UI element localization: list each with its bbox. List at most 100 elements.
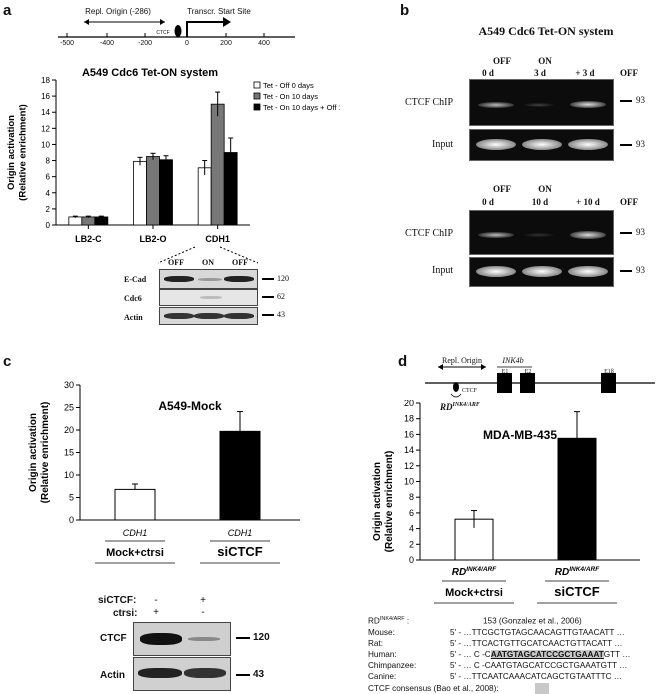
tss-label: Transcr. Start Site <box>187 7 251 16</box>
y-tick-label: 12 <box>41 124 50 133</box>
gel-input-bottom <box>469 257 614 287</box>
gel-off-label: OFF <box>620 68 638 78</box>
chart-d: MDA-MB-435 0 2 4 6 8 10 12 14 16 18 20 Origin activa… <box>372 400 640 604</box>
ctcf-map-label: CTCF <box>156 30 170 36</box>
gel-time-label: 10 d <box>531 197 549 207</box>
legend-swatch <box>253 81 261 89</box>
group-label: Mock+ctrsi <box>445 587 503 599</box>
exon-e1b <box>601 373 616 393</box>
blot-actin-c <box>133 657 231 691</box>
y-tick-label: 8 <box>409 492 414 502</box>
seq-row-chimp: Chimpanzee: 5' - … C -CAATGTAGCATCCGCTGAA… <box>368 661 628 670</box>
panel-letter-a: a <box>3 2 12 19</box>
y-tick-label: 0 <box>69 515 74 525</box>
y-axis-label: (Relative enrichment) <box>384 451 395 553</box>
group-label: siCTCF <box>217 544 263 559</box>
y-axis-label: Origin activation <box>28 413 39 492</box>
y-tick-label: 16 <box>404 429 414 439</box>
marker-tick <box>236 674 250 676</box>
ctcf-site-d <box>453 382 459 392</box>
y-tick-label: 14 <box>41 108 50 117</box>
marker-tick <box>620 100 632 102</box>
seq-row-canine: Canine: 5' - … TTCAATCAAACATCAGCTGTAATTTC… <box>368 672 622 681</box>
chart-title: A549-Mock <box>158 399 222 413</box>
gel-time-label: 0 d <box>482 68 494 78</box>
x-tick-label: CDH1 <box>123 528 148 538</box>
repl-origin-label: Repl. Origin (-286) <box>85 7 151 16</box>
legend-label: Tet - On 10 days <box>263 92 318 101</box>
blot-c-sign: + <box>200 595 206 606</box>
seq-row-human: Human: 5' - … C -CAATGTAGCATCCGCTGAAATGTT… <box>368 650 631 659</box>
blot-a-lane-label: OFF <box>168 258 184 267</box>
marker-tick <box>620 232 632 234</box>
y-tick-label: 30 <box>64 380 74 390</box>
blot-c-sign: - <box>201 607 205 618</box>
mw-label: 93 <box>636 139 645 149</box>
ctcf-map-label-d: CTCF <box>462 388 478 394</box>
legend-label: Tet - Off 0 days <box>263 81 314 90</box>
y-tick-label: 0 <box>409 555 414 565</box>
y-axis-label: Origin activation <box>6 115 17 190</box>
blot-ecad <box>159 269 258 289</box>
group-label: siCTCF <box>554 584 600 599</box>
bar <box>159 159 173 226</box>
y-tick-label: 2 <box>409 539 414 549</box>
y-tick-label: 18 <box>404 414 414 424</box>
y-tick-label: 20 <box>64 425 74 435</box>
y-tick-label: 4 <box>46 189 51 198</box>
y-tick-label: 8 <box>46 157 51 166</box>
bar <box>114 488 156 521</box>
bar <box>94 216 109 226</box>
bar <box>133 160 147 226</box>
map-tick-label: 0 <box>185 40 189 47</box>
exon-e2 <box>520 373 535 393</box>
blot-c-row-label: Actin <box>100 670 125 681</box>
panel-letter-d: d <box>398 353 408 370</box>
exon-label: E2 <box>524 369 532 375</box>
consensus-logo-box <box>535 683 549 694</box>
bar <box>219 430 261 521</box>
y-axis-label: Origin activation <box>372 462 383 541</box>
gel-cond-label: ON <box>538 184 552 194</box>
exon-label: E1 <box>501 369 509 375</box>
bar <box>146 156 160 226</box>
group-label: Mock+ctrsi <box>106 547 164 559</box>
y-tick-label: 20 <box>404 400 414 408</box>
y-tick-label: 12 <box>404 461 414 471</box>
chart-title: A549 Cdc6 Tet-ON system <box>82 67 218 79</box>
mw-label: 43 <box>277 310 285 319</box>
blot-a-row-label: Cdc6 <box>124 294 142 303</box>
legend-swatch <box>253 103 261 111</box>
y-tick-label: 15 <box>64 448 74 458</box>
gel-time-label: + 3 d <box>575 68 595 78</box>
mw-label: 43 <box>253 669 265 680</box>
mw-label: 93 <box>636 265 645 275</box>
bar <box>68 216 83 226</box>
gel-time-label: 3 d <box>534 68 546 78</box>
row-label-input: Input <box>432 139 454 150</box>
ink4-locus-map <box>425 364 655 398</box>
y-tick-label: 10 <box>64 470 74 480</box>
bar <box>197 167 212 226</box>
gel-cond-label: OFF <box>493 184 511 194</box>
gel-time-label: 0 d <box>482 197 494 207</box>
map-tick-label: -500 <box>59 40 75 47</box>
repl-origin-d-label: Repl. Origin <box>442 356 482 365</box>
blot-a-row-label: Actin <box>124 313 143 322</box>
seq-header: RDINK4/ARF :153 (Gonzalez et al., 2006) <box>368 616 582 626</box>
chart-title: MDA-MB-435 <box>483 428 557 442</box>
mw-label: 120 <box>253 632 270 643</box>
chart-c: A549-Mock 0 5 10 15 20 25 30 Origin activation (R… <box>28 380 300 564</box>
chart-a: A549 Cdc6 Tet-ON system 0 2 4 6 8 10 12 14 16 18 Or… <box>6 67 340 244</box>
y-tick-label: 14 <box>404 445 414 455</box>
gel-time-label: + 10 d <box>576 197 600 207</box>
y-tick-label: 6 <box>46 173 51 182</box>
mw-label: 93 <box>636 227 645 237</box>
panel-letter-c: c <box>3 353 12 370</box>
gene-label: INK4b <box>502 356 524 365</box>
y-tick-label: 6 <box>409 508 414 518</box>
blot-c-row-label: CTCF <box>100 633 127 644</box>
x-tick-label: CDH1 <box>205 234 230 244</box>
y-axis-label: (Relative enrichment) <box>18 104 29 201</box>
gel-off-label: OFF <box>620 197 638 207</box>
